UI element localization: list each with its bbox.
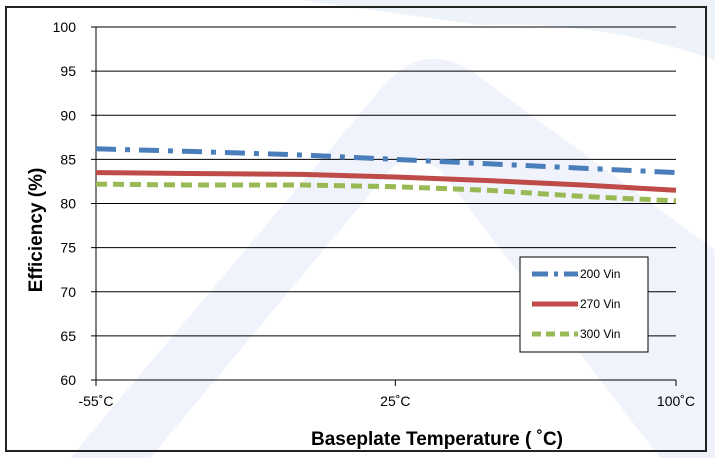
y-tick-label: 100 — [53, 19, 77, 35]
series-line-200-vin — [95, 146, 677, 176]
x-tick-label: 25˚C — [380, 393, 410, 409]
y-tick-label: 60 — [60, 372, 76, 388]
series-lines — [95, 146, 677, 204]
legend-label: 300 Vin — [580, 327, 620, 341]
y-axis-title: Efficiency (%) — [26, 168, 47, 293]
chart-frame — [5, 6, 707, 452]
x-tick-label: 100˚C — [657, 393, 695, 409]
legend-label: 270 Vin — [580, 297, 620, 311]
y-axis-tick-labels: 60 65 70 75 80 85 90 95 100 — [53, 19, 77, 388]
y-tick-label: 70 — [60, 284, 76, 300]
y-tick-label: 80 — [60, 196, 76, 212]
legend-items: 200 Vin 270 Vin 300 Vin — [532, 267, 620, 341]
series-line-300-vin — [95, 181, 677, 204]
series-line-270-vin — [95, 170, 677, 193]
legend-label: 200 Vin — [580, 267, 620, 281]
y-tick-label: 65 — [60, 328, 76, 344]
y-tick-label: 95 — [60, 63, 76, 79]
x-axis-title: Baseplate Temperature ( ˚C) — [311, 429, 563, 450]
x-tick-label: -55˚C — [78, 393, 113, 409]
y-tick-label: 85 — [60, 151, 76, 167]
y-tick-label: 75 — [60, 240, 76, 256]
x-axis-tick-labels: -55˚C 25˚C 100˚C — [78, 393, 695, 409]
legend: 200 Vin 270 Vin 300 Vin — [519, 256, 649, 353]
axes — [95, 27, 677, 386]
y-tick-label: 90 — [60, 107, 76, 123]
